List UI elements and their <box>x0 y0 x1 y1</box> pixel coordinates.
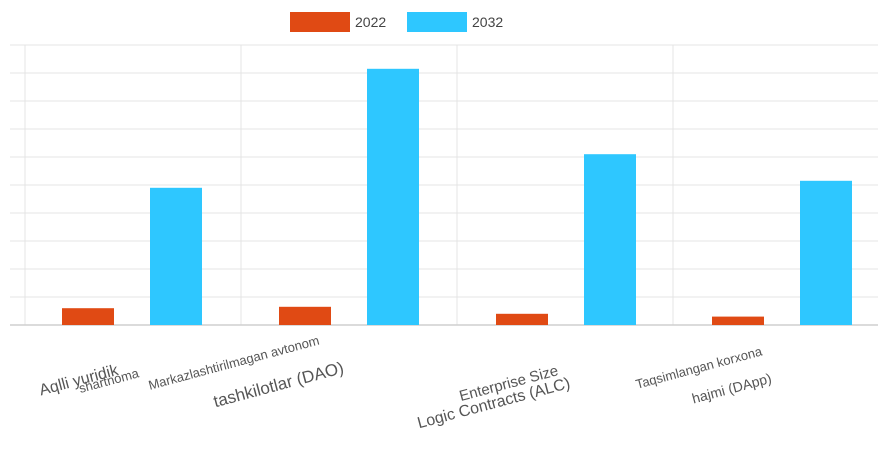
bar-2032-2 <box>367 68 419 326</box>
legend-label-2032: 2032 <box>472 14 503 30</box>
legend-swatch-2032 <box>407 12 467 32</box>
legend-label-2022: 2022 <box>355 14 386 30</box>
bar-2032-4 <box>800 180 852 325</box>
x-tick-label-4-line-2: hajmi (DApp) <box>690 370 773 407</box>
bar-2022-1 <box>62 308 114 325</box>
legend-swatch-2022 <box>290 12 350 32</box>
bar-2032-1 <box>150 187 202 325</box>
bar-2032-3 <box>584 154 636 325</box>
bar-2022-2 <box>279 306 331 325</box>
bar-2022-3 <box>496 313 548 325</box>
bar-2022-4 <box>712 316 764 325</box>
